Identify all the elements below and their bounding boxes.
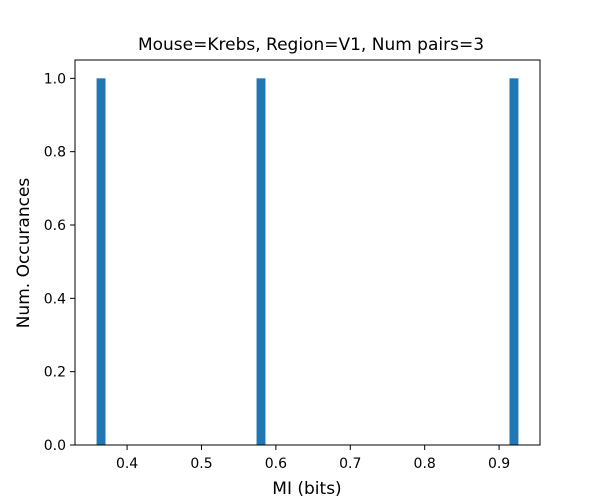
- x-tick-label: 0.8: [414, 456, 436, 472]
- y-tick-label: 0.6: [44, 218, 66, 234]
- y-tick-label: 0.0: [44, 438, 66, 454]
- y-tick-label: 1.0: [44, 71, 66, 87]
- x-tick-label: 0.5: [190, 456, 212, 472]
- x-tick-label: 0.7: [339, 456, 361, 472]
- x-tick-label: 0.6: [265, 456, 287, 472]
- bars-group: [96, 78, 519, 445]
- plot-frame: [74, 59, 541, 446]
- y-tick-label: 0.2: [44, 365, 66, 381]
- y-tick-label: 0.8: [44, 145, 66, 161]
- chart-title: Mouse=Krebs, Region=V1, Num pairs=3: [138, 35, 484, 55]
- y-axis-label: Num. Occurances: [14, 178, 34, 329]
- x-axis-label: MI (bits): [272, 479, 341, 499]
- histogram-bar: [509, 78, 519, 445]
- x-tick-label: 0.9: [488, 456, 510, 472]
- x-axis-ticks: 0.4 0.5 0.6 0.7 0.8 0.9: [116, 445, 510, 472]
- y-axis-ticks: 0.0 0.2 0.4 0.6 0.8 1.0: [44, 71, 75, 454]
- histogram-bar: [256, 78, 266, 445]
- x-tick-label: 0.4: [116, 456, 138, 472]
- histogram-bar: [96, 78, 106, 445]
- y-tick-label: 0.4: [44, 291, 66, 307]
